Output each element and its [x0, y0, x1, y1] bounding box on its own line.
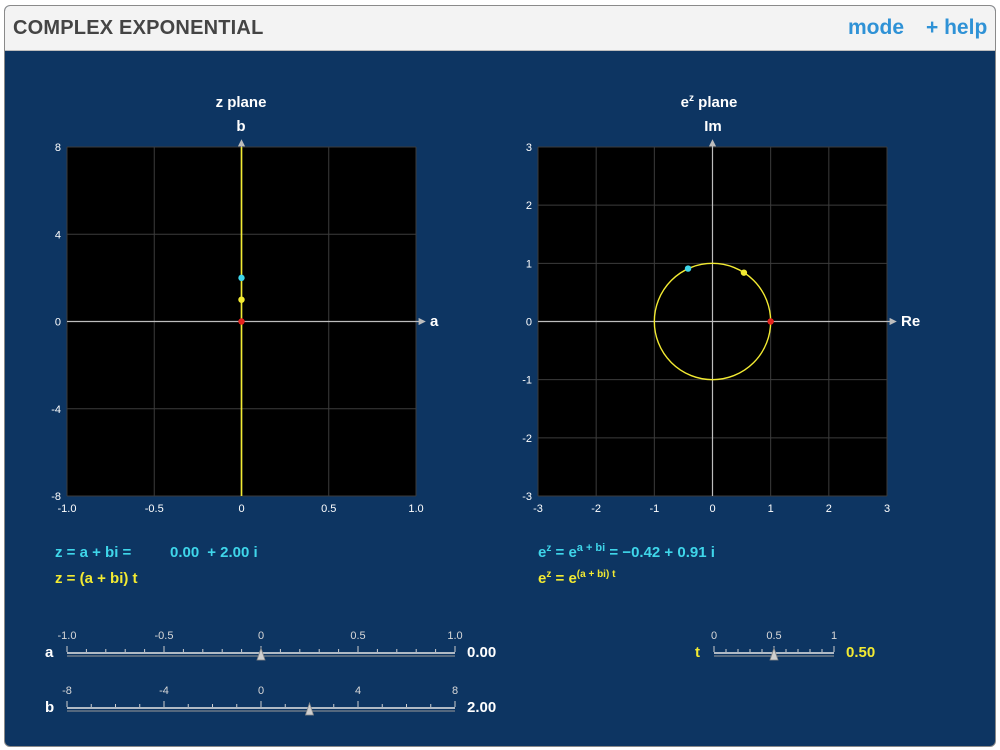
- slider-a[interactable]: a -1.0 -0.5 0 0.5 1.0 0.00: [45, 630, 496, 661]
- z-plane-title: z plane: [216, 94, 267, 111]
- mode-link[interactable]: mode: [848, 16, 905, 39]
- z-plane-y-tick-label: 8: [55, 142, 61, 154]
- z-plane-x-tick-label: -1.0: [58, 503, 77, 515]
- ez-plane-marks: [653, 262, 774, 381]
- ez-plane-x-tick-label: -2: [591, 503, 601, 515]
- sl-a-thumb[interactable]: [256, 646, 266, 661]
- ez-plane-y-axis-label: Im: [704, 118, 722, 135]
- sl-a-tick-label: -1.0: [58, 630, 77, 642]
- ez-plane-y-tick-label: -2: [522, 433, 532, 445]
- z-plane-plot: z plane -1.0 -0.5 0 0.5 1.0 8 4 0 -4 -8 a b: [51, 94, 439, 515]
- ez-t-point: [740, 269, 748, 276]
- z-plane-y-tick-label: -8: [51, 491, 61, 503]
- ez-plane-x-axis-label: Re: [901, 313, 920, 330]
- main-panel: z plane -1.0 -0.5 0 0.5 1.0 8 4 0 -4 -8 a b ez pl…: [5, 51, 995, 746]
- ez-plane-x-tick-label: -3: [533, 503, 543, 515]
- sl-b-thumb[interactable]: [304, 701, 315, 716]
- ez-plane-y-tick-label: -1: [522, 375, 532, 387]
- slider-b-label: b: [45, 699, 54, 716]
- ez-plane-y-tick-label: 2: [526, 200, 532, 212]
- sl-a-tick-label: -0.5: [155, 630, 174, 642]
- ez-plane-x-tick-label: 2: [826, 503, 832, 515]
- slider-t-track[interactable]: 0 0.5 1: [711, 630, 837, 661]
- ez-plane-y-tick-label: 1: [526, 258, 532, 270]
- ez-plane-y-tick-label: 3: [526, 142, 532, 154]
- app-title: COMPLEX EXPONENTIAL: [13, 17, 264, 39]
- sl-t-thumb[interactable]: [769, 646, 779, 661]
- z-plane-x-axis-label: a: [430, 313, 439, 330]
- slider-b-track[interactable]: -8 -4 0 4 8: [62, 685, 458, 716]
- z-origin-point: [238, 318, 245, 325]
- z-point: [238, 274, 245, 282]
- ez-plane-y-tick-label: -3: [522, 491, 532, 503]
- z-plane-y-axis-label: b: [236, 118, 245, 135]
- ez-plane-y-tick-label: 0: [526, 317, 532, 329]
- slider-t-value: 0.50: [846, 644, 875, 661]
- ezt-equation: ez = e(a + bi) t: [538, 569, 616, 587]
- sl-b-tick-label: 0: [258, 685, 264, 697]
- z-plane-y-tick-label: -4: [51, 404, 61, 416]
- ez-plane-tick-labels: -3 -2 -1 0 1 2 3 3 2 1 0 -1 -2 -3: [522, 142, 890, 515]
- app-window: COMPLEX EXPONENTIAL mode + help z plane …: [4, 5, 996, 747]
- z-plane-marks: [238, 147, 245, 496]
- sl-b-tick-label: -8: [62, 685, 72, 697]
- sl-b-tick-label: 4: [355, 685, 361, 697]
- sl-b-tick-label: 8: [452, 685, 458, 697]
- z-plane-x-tick-label: 0: [238, 503, 244, 515]
- z-equation: z = a + bi = 0.00 + 2.00 i: [55, 544, 258, 561]
- ez-equation: ez = ea + bi = −0.42 + 0.91 i: [538, 542, 715, 561]
- title-bar: COMPLEX EXPONENTIAL mode + help: [5, 6, 995, 51]
- z-plane-x-tick-label: -0.5: [145, 503, 164, 515]
- slider-t-label: t: [695, 644, 700, 661]
- slider-a-label: a: [45, 644, 54, 661]
- sl-a-tick-label: 0: [258, 630, 264, 642]
- ez-point: [684, 265, 692, 272]
- z-plane-tick-labels: -1.0 -0.5 0 0.5 1.0 8 4 0 -4 -8: [51, 142, 423, 515]
- ez-plane-x-tick-label: 0: [709, 503, 715, 515]
- slider-b[interactable]: b -8 -4 0 4 8 2.00: [45, 685, 496, 716]
- ez-plane-title: ez plane: [681, 93, 738, 111]
- slider-a-track[interactable]: -1.0 -0.5 0 0.5 1.0: [58, 630, 463, 661]
- equations: z = a + bi = 0.00 + 2.00 i z = (a + bi) t …: [55, 542, 715, 587]
- z-plane-x-tick-label: 0.5: [321, 503, 336, 515]
- slider-a-value: 0.00: [467, 644, 496, 661]
- ez-plane-x-tick-label: -1: [649, 503, 659, 515]
- sl-t-tick-label: 0: [711, 630, 717, 642]
- z-plane-y-tick-label: 0: [55, 317, 61, 329]
- slider-b-value: 2.00: [467, 699, 496, 716]
- sl-b-tick-label: -4: [159, 685, 169, 697]
- z-t-point: [238, 296, 245, 303]
- help-link[interactable]: + help: [926, 16, 988, 39]
- diagram-canvas: z plane -1.0 -0.5 0 0.5 1.0 8 4 0 -4 -8 a b ez pl…: [45, 93, 920, 716]
- sl-t-tick-label: 0.5: [766, 630, 781, 642]
- slider-t[interactable]: t 0 0.5 1 0.50: [695, 630, 875, 661]
- sl-a-tick-label: 1.0: [447, 630, 462, 642]
- ez-plane-x-tick-label: 1: [768, 503, 774, 515]
- ez-one-point: [767, 318, 774, 325]
- zt-equation: z = (a + bi) t: [55, 570, 138, 587]
- sl-t-tick-label: 1: [831, 630, 837, 642]
- ez-plane-plot: ez plane -3 -2 -1 0 1 2 3 3 2 1 0 -1 -2 -3 Re Im: [522, 93, 920, 515]
- ez-plane-grid: [537, 139, 897, 497]
- z-plane-x-tick-label: 1.0: [408, 503, 423, 515]
- sl-a-tick-label: 0.5: [350, 630, 365, 642]
- ez-plane-x-tick-label: 3: [884, 503, 890, 515]
- z-plane-y-tick-label: 4: [55, 229, 61, 241]
